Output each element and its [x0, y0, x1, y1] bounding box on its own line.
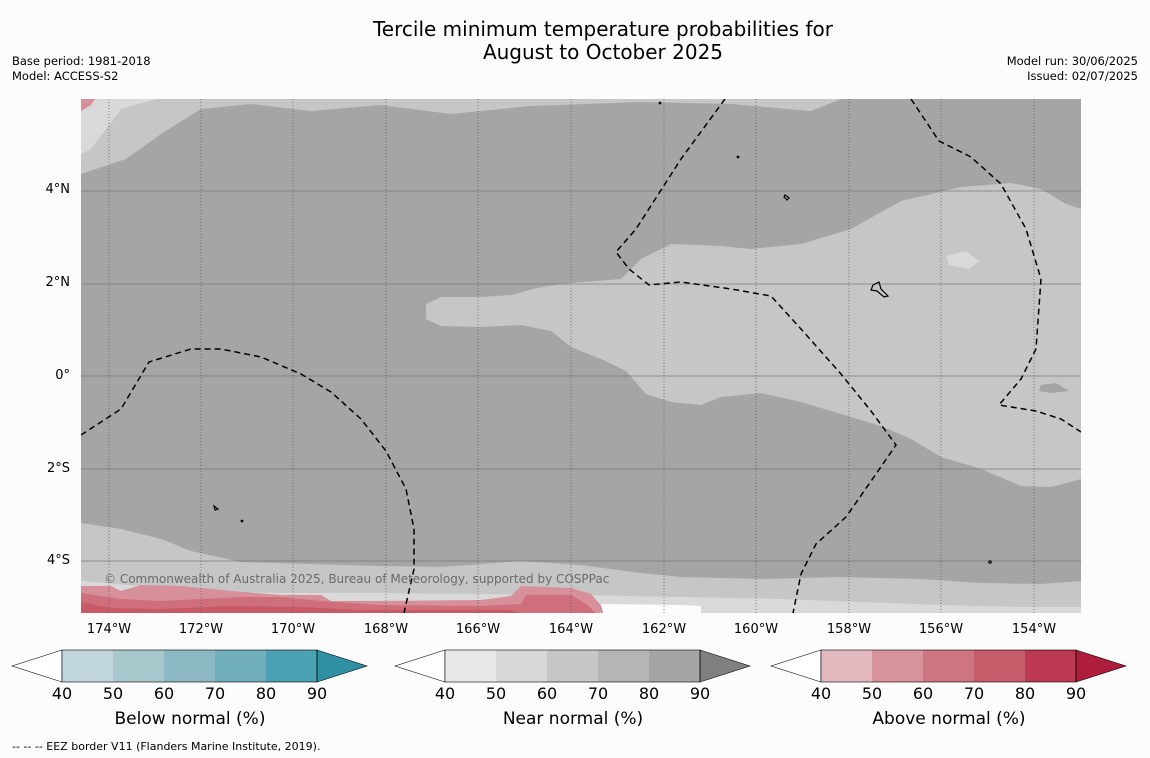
region-near-normal-patch-eq [1039, 383, 1069, 393]
colorbar-segment [649, 650, 700, 682]
colorbar-tick-label: 70 [204, 684, 226, 703]
colorbar-segment [266, 650, 317, 682]
lon-label-170w: 170°W [270, 622, 316, 637]
base-period-text: Base period: 1981-2018 [12, 54, 151, 68]
colorbar-extend-low [11, 649, 63, 683]
lon-label-158w: 158°W [826, 622, 872, 637]
colorbar-segment [923, 650, 974, 682]
colorbar-segment [821, 650, 872, 682]
colorbar-segment [445, 650, 496, 682]
colorbar-tick-label: 90 [306, 684, 328, 703]
lat-label-2n: 2°N [45, 275, 71, 290]
colorbar-tick-label: 60 [153, 684, 175, 703]
colorbar-tick-label: 40 [810, 684, 832, 703]
graticule [81, 190, 1081, 562]
colorbar-tick-label: 70 [587, 684, 609, 703]
colorbar-tick-label: 60 [912, 684, 934, 703]
map-title-line1: Tercile minimum temperature probabilitie… [372, 17, 834, 41]
region-near-normal-patch-east [946, 251, 979, 269]
lon-label-172w: 172°W [178, 622, 224, 637]
region-white-gap-south [601, 604, 701, 613]
lon-label-156w: 156°W [918, 622, 964, 637]
island-3 [213, 504, 220, 511]
model-text: Model: ACCESS-S2 [12, 69, 119, 83]
lon-label-164w: 164°W [548, 622, 594, 637]
region-above-normal-south-70 [81, 602, 521, 613]
colorbar-tick-label: 60 [536, 684, 558, 703]
colorbar-title-near: Near normal (%) [502, 709, 644, 729]
colorbar-title-above: Above normal (%) [872, 709, 1026, 729]
colorbar-tick-label: 90 [689, 684, 711, 703]
colorbar-tick-label: 50 [861, 684, 883, 703]
colorbar-tick-label: 80 [255, 684, 277, 703]
issued-text: Issued: 02/07/2025 [1027, 69, 1138, 83]
island-1 [783, 194, 790, 201]
colorbars-graphic [11, 649, 1127, 683]
colorbar-segment [598, 650, 649, 682]
lon-label-168w: 168°W [363, 622, 409, 637]
region-near-normal-central [426, 183, 1081, 487]
colorbar-tick-label: 70 [963, 684, 985, 703]
lon-label-154w: 154°W [1011, 622, 1057, 637]
copyright-credit: © Commonwealth of Australia 2025, Bureau… [104, 572, 610, 586]
lon-label-160w: 160°W [733, 622, 779, 637]
island-2 [870, 281, 890, 298]
colorbar-outline [820, 649, 1077, 683]
colorbar-tick-label: 50 [102, 684, 124, 703]
probability-map [81, 99, 1081, 613]
lat-label-4s: 4°S [46, 553, 70, 568]
colorbar-tick-label: 40 [434, 684, 456, 703]
colorbar-tick-label: 80 [1014, 684, 1036, 703]
colorbar-extend-low [394, 649, 446, 683]
colorbar-extend-low [770, 649, 822, 683]
eez-footnote: -- -- -- EEZ border V11 (Flanders Marine… [12, 740, 321, 753]
colorbar-extend-high [1075, 649, 1127, 683]
colorbar-segment [1025, 650, 1076, 682]
colorbar-segment [215, 650, 266, 682]
eez-borders [81, 99, 1081, 613]
colorbar-below-normal [11, 649, 368, 683]
colorbar-above-normal [770, 649, 1127, 683]
lon-label-174w: 174°W [86, 622, 132, 637]
colorbar-segment [62, 650, 113, 682]
colorbar-tick-label: 80 [638, 684, 660, 703]
colorbar-extend-high [699, 649, 751, 683]
lon-label-166w: 166°W [455, 622, 501, 637]
lat-label-0: 0° [55, 368, 70, 383]
island-5 [736, 155, 740, 159]
colorbar-tick-label: 40 [51, 684, 73, 703]
colorbar-segment [872, 650, 923, 682]
islands [213, 101, 992, 564]
region-near-normal-north [81, 99, 1081, 174]
eez-border-central [615, 99, 897, 613]
lat-label-2s: 2°S [46, 461, 70, 476]
lat-label-4n: 4°N [45, 182, 71, 197]
meta-right: Model run: 30/06/2025 Issued: 02/07/2025 [1007, 54, 1138, 84]
colorbar-segment [547, 650, 598, 682]
map-title: Tercile minimum temperature probabilitie… [0, 18, 1150, 64]
eez-border-west [81, 348, 415, 613]
colorbar-tick-label: 90 [1065, 684, 1087, 703]
colorbar-extend-high [316, 649, 368, 683]
island-7 [658, 101, 662, 105]
colorbar-tick-label: 50 [485, 684, 507, 703]
meta-left: Base period: 1981-2018 Model: ACCESS-S2 [12, 54, 151, 84]
eez-border-east [910, 99, 1081, 433]
colorbar-segment [496, 650, 547, 682]
colorbar-segment [113, 650, 164, 682]
region-near-normal-south [81, 523, 1081, 613]
colorbar-title-below: Below normal (%) [114, 709, 266, 729]
region-above-normal-nw [81, 99, 95, 111]
colorbar-near-normal [394, 649, 751, 683]
colorbar-segment [974, 650, 1025, 682]
model-run-text: Model run: 30/06/2025 [1006, 54, 1138, 68]
region-near-normal-north-light [81, 99, 156, 154]
colorbar-outline [444, 649, 701, 683]
island-4 [240, 519, 244, 523]
island-6 [988, 560, 992, 564]
colorbar-segment [164, 650, 215, 682]
colorbar-outline [61, 649, 318, 683]
map-title-line2: August to October 2025 [482, 40, 724, 64]
lon-label-162w: 162°W [641, 622, 687, 637]
